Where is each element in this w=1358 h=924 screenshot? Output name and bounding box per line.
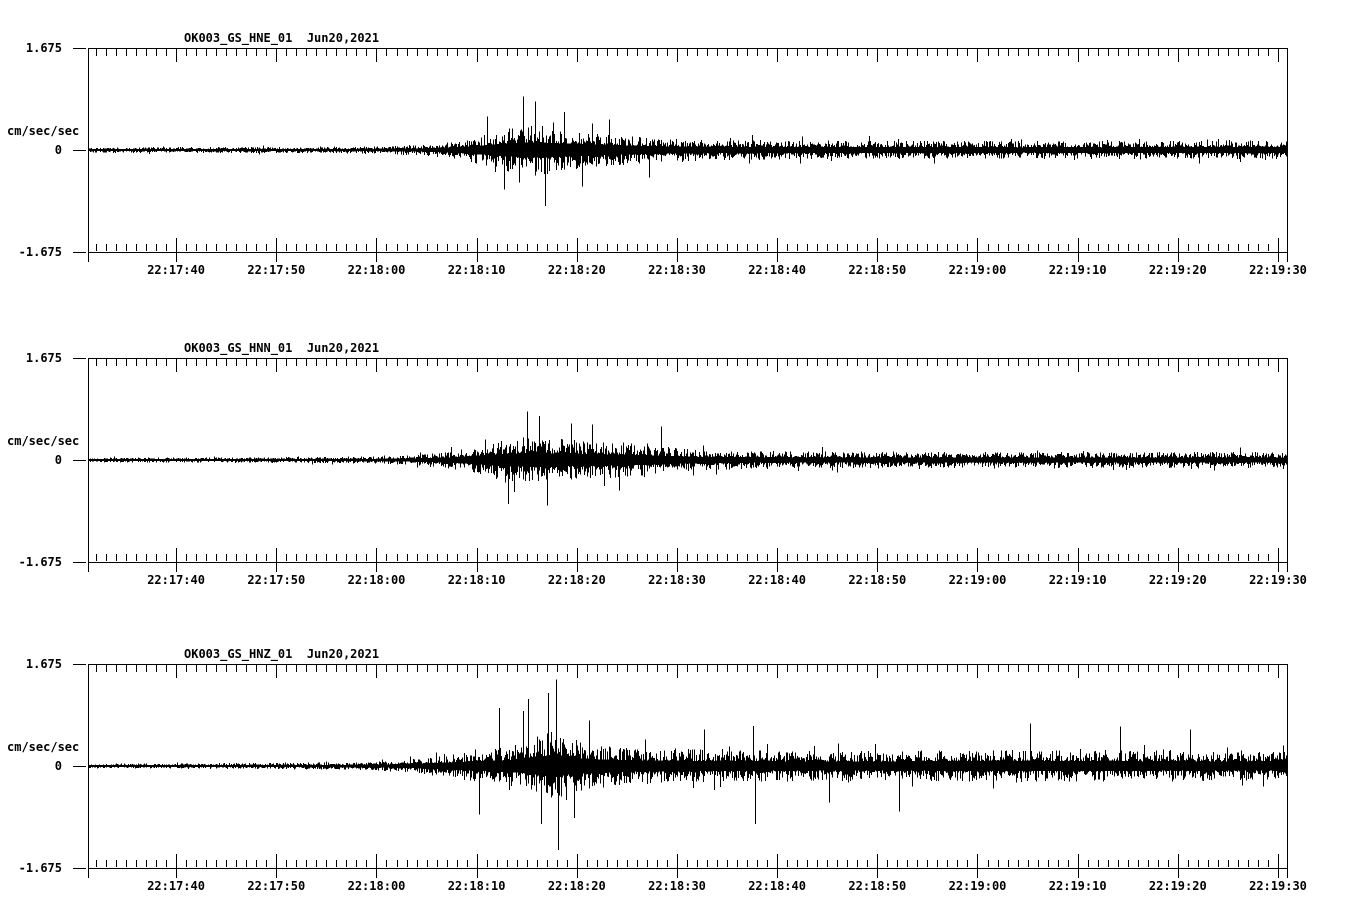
- x-tick-label: 22:18:30: [648, 263, 706, 277]
- y-tick-label-min: -1.675: [18, 861, 62, 875]
- x-tick-label: 22:19:30: [1249, 573, 1307, 587]
- x-tick-label: 22:18:20: [547, 879, 606, 893]
- x-tick-label: 22:19:30: [1249, 263, 1307, 277]
- plot-frame-and-ticks: [73, 358, 1288, 572]
- y-tick-label-min: -1.675: [18, 555, 62, 569]
- x-tick-label: 22:18:00: [347, 263, 406, 277]
- x-tick-label: 22:18:00: [347, 879, 406, 893]
- x-tick-label: 22:18:10: [447, 573, 506, 587]
- x-tick-label: 22:18:10: [447, 263, 506, 277]
- seismic-trace: [88, 411, 1288, 506]
- x-tick-label: 22:19:30: [1249, 879, 1307, 893]
- y-tick-label-max: 1.675: [25, 41, 62, 55]
- x-tick-label: 22:17:50: [247, 879, 306, 893]
- x-tick-labels: 22:17:40 22:17:50 22:18:00 22:18:10 22:18:20…: [0, 879, 1358, 895]
- waveform-plot: [73, 664, 1288, 878]
- y-tick-label-zero: 0: [54, 143, 62, 157]
- x-tick-label: 22:19:10: [1048, 573, 1107, 587]
- waveform-plot: [73, 358, 1288, 572]
- x-tick-labels: 22:17:40 22:17:50 22:18:00 22:18:10 22:18:20…: [0, 573, 1358, 589]
- panel-title: OK003_GS_HNZ_01 Jun20,2021: [184, 647, 380, 661]
- x-tick-label: 22:18:20: [547, 573, 606, 587]
- seismic-trace: [88, 96, 1288, 206]
- x-tick-label: 22:19:20: [1148, 263, 1207, 277]
- x-tick-label: 22:18:40: [748, 573, 806, 587]
- y-tick-label-max: 1.675: [25, 657, 62, 671]
- x-tick-label: 22:19:10: [1048, 263, 1107, 277]
- plot-frame-and-ticks: [73, 664, 1288, 878]
- seismogram-panel-hnz: OK003_GS_HNZ_01 Jun20,2021 1.675 cm/sec/…: [0, 616, 1358, 916]
- waveform-plot: [73, 48, 1288, 262]
- x-tick-label: 22:17:40: [147, 879, 205, 893]
- x-tick-label: 22:17:50: [247, 573, 306, 587]
- x-tick-label: 22:18:00: [347, 573, 406, 587]
- panel-title: OK003_GS_HNE_01 Jun20,2021: [184, 31, 380, 45]
- y-axis-unit-label: cm/sec/sec: [7, 740, 80, 754]
- x-tick-label: 22:19:00: [948, 573, 1007, 587]
- x-tick-label: 22:18:30: [648, 573, 706, 587]
- x-tick-label: 22:18:50: [848, 879, 907, 893]
- x-tick-label: 22:19:00: [948, 263, 1007, 277]
- y-tick-label-zero: 0: [54, 453, 62, 467]
- x-tick-label: 22:19:20: [1148, 879, 1207, 893]
- panel-title: OK003_GS_HNN_01 Jun20,2021: [184, 341, 380, 355]
- x-tick-label: 22:19:20: [1148, 573, 1207, 587]
- x-tick-label: 22:17:50: [247, 263, 306, 277]
- x-tick-label: 22:19:00: [948, 879, 1007, 893]
- x-tick-label: 22:18:30: [648, 879, 706, 893]
- y-axis-unit-label: cm/sec/sec: [7, 124, 80, 138]
- x-tick-label: 22:18:10: [447, 879, 506, 893]
- x-tick-labels: 22:17:40 22:17:50 22:18:00 22:18:10 22:18:20…: [0, 263, 1358, 279]
- y-axis-unit-label: cm/sec/sec: [7, 434, 80, 448]
- x-tick-label: 22:18:20: [547, 263, 606, 277]
- x-tick-label: 22:17:40: [147, 263, 205, 277]
- x-tick-label: 22:19:10: [1048, 879, 1107, 893]
- x-tick-label: 22:18:40: [748, 879, 806, 893]
- x-tick-label: 22:17:40: [147, 573, 205, 587]
- x-tick-label: 22:18:50: [848, 573, 907, 587]
- x-tick-label: 22:18:40: [748, 263, 806, 277]
- seismogram-panel-hne: OK003_GS_HNE_01 Jun20,2021 1.675 cm/sec/…: [0, 0, 1358, 300]
- y-tick-label-zero: 0: [54, 759, 62, 773]
- plot-frame-and-ticks: [73, 48, 1288, 262]
- seismic-trace: [88, 679, 1288, 850]
- y-tick-label-max: 1.675: [25, 351, 62, 365]
- seismogram-panel-hnn: OK003_GS_HNN_01 Jun20,2021 1.675 cm/sec/…: [0, 310, 1358, 610]
- y-tick-label-min: -1.675: [18, 245, 62, 259]
- x-tick-label: 22:18:50: [848, 263, 907, 277]
